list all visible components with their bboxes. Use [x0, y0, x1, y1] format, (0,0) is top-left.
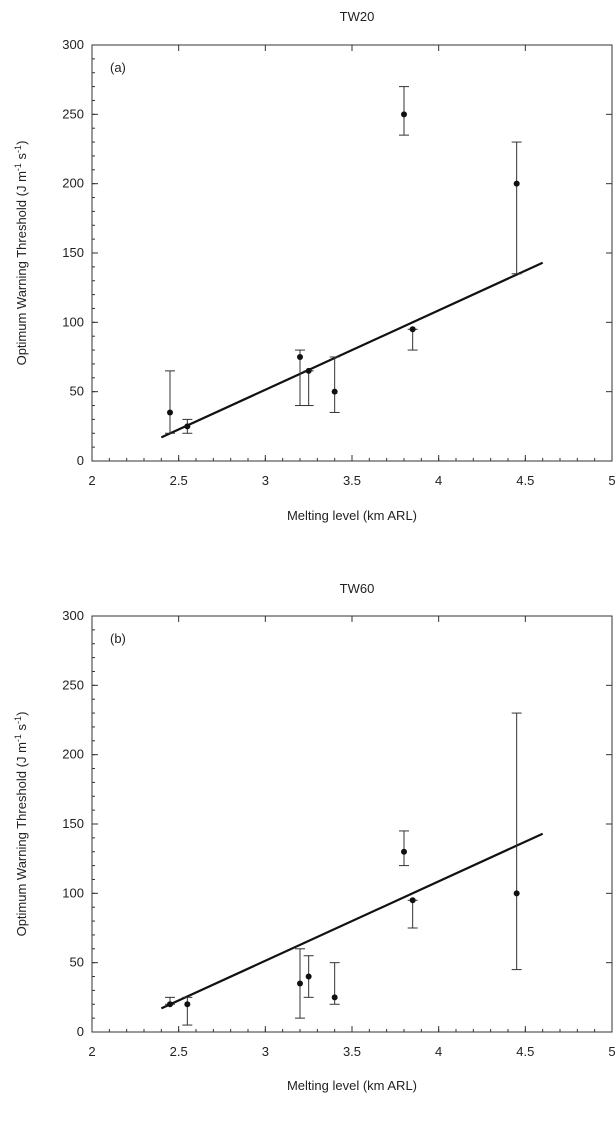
data-point: [331, 994, 338, 1001]
y-tick-label: 50: [70, 955, 84, 970]
y-tick-label: 100: [62, 314, 84, 329]
y-tick-label: 250: [62, 677, 84, 692]
y-tick-label: 50: [70, 384, 84, 399]
y-axis-label: Optimum Warning Threshold (J m-1 s-1): [13, 141, 29, 366]
chart-title: TW60: [340, 581, 375, 596]
y-tick-label: 250: [62, 106, 84, 121]
y-axis-label-part: s: [14, 152, 29, 163]
y-tick-label: 300: [62, 37, 84, 52]
data-point: [184, 1001, 191, 1008]
data-point: [513, 180, 520, 187]
data-point: [297, 980, 303, 987]
y-axis-label-part: -1: [13, 734, 23, 742]
y-axis-label-part: ): [14, 141, 29, 145]
x-axis-label: Melting level (km ARL): [287, 508, 417, 523]
data-point: [305, 973, 312, 980]
plot-frame: [91, 615, 613, 1033]
data-point: [331, 388, 338, 395]
x-tick-label: 2: [88, 473, 95, 488]
x-tick-label: 4: [435, 473, 442, 488]
y-tick-label: 0: [77, 1024, 84, 1039]
x-tick-label: 2: [88, 1044, 95, 1059]
data-point: [184, 423, 191, 430]
y-axis-label-part: s: [14, 723, 29, 734]
y-axis-label-part: Optimum Warning Threshold (J m: [14, 171, 29, 365]
x-tick-label: 3: [262, 1044, 269, 1059]
regression-line: [160, 832, 544, 1010]
regression-line: [160, 261, 544, 439]
panel-a: 2 2.5 3 3.5 4 4.5 5050100150200250300TW20(a)Me…: [13, 9, 616, 523]
data-point: [167, 1001, 173, 1008]
x-tick-label: 4.5: [516, 473, 534, 488]
data-point: [297, 354, 303, 360]
data-point: [167, 409, 173, 416]
y-tick-label: 150: [62, 245, 84, 260]
x-tick-label: 2.5: [170, 1044, 188, 1059]
data-point: [409, 326, 416, 333]
x-tick-label: 5: [608, 1044, 615, 1059]
y-axis-label-part: -1: [13, 163, 23, 171]
y-tick-label: 100: [62, 885, 84, 900]
y-tick-label: 300: [62, 608, 84, 623]
y-tick-label: 0: [77, 453, 84, 468]
panel-b: 2 2.5 3 3.5 4 4.5 5050100150200250300TW60(b)Me…: [13, 581, 616, 1093]
y-axis-label-part: ): [14, 712, 29, 716]
x-tick-label: 4: [435, 1044, 442, 1059]
y-tick-label: 200: [62, 747, 84, 762]
data-point: [401, 848, 407, 855]
x-tick-label: 5: [608, 473, 615, 488]
x-tick-label: 3: [262, 473, 269, 488]
data-point: [401, 111, 407, 118]
data-point: [305, 367, 312, 374]
data-point: [409, 897, 416, 904]
x-tick-label: 2.5: [170, 473, 188, 488]
y-axis-label-part: Optimum Warning Threshold (J m: [14, 742, 29, 936]
x-axis-label: Melting level (km ARL): [287, 1078, 417, 1093]
panel-label: (a): [110, 60, 126, 75]
y-axis-label: Optimum Warning Threshold (J m-1 s-1): [13, 712, 29, 937]
x-tick-label: 3.5: [343, 1044, 361, 1059]
y-axis-label-part: -1: [13, 716, 23, 724]
data-point: [513, 890, 520, 897]
y-axis-label-part: -1: [13, 145, 23, 153]
x-tick-label: 3.5: [343, 473, 361, 488]
panel-label: (b): [110, 631, 126, 646]
y-tick-label: 200: [62, 176, 84, 191]
x-tick-label: 4.5: [516, 1044, 534, 1059]
y-tick-label: 150: [62, 816, 84, 831]
chart-title: TW20: [340, 9, 375, 24]
